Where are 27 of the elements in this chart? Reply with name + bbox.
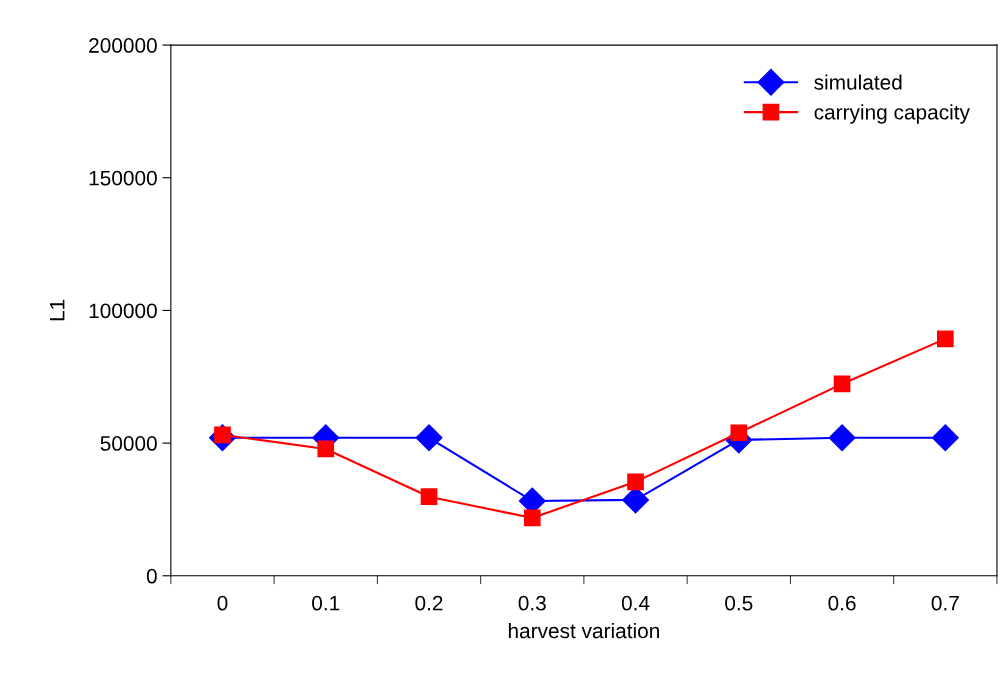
- point: [828, 424, 856, 452]
- y-tick-label: 200000: [89, 38, 157, 53]
- legend-label: carrying capacity: [814, 104, 970, 124]
- point: [415, 424, 443, 452]
- y-tick-label: 100000: [89, 303, 157, 319]
- point: [931, 424, 959, 452]
- x-tick-label: 0.6: [828, 595, 856, 611]
- y-tick-label: 0: [146, 568, 157, 584]
- y-tick-label: 150000: [89, 170, 157, 186]
- y-tick-label: 50000: [100, 436, 157, 451]
- point: [730, 424, 748, 442]
- x-tick-label: 0.4: [621, 595, 650, 611]
- x-tick-label: 0.1: [312, 595, 340, 611]
- x-tick-label: 0.7: [931, 595, 959, 611]
- x-tick-label: 0: [217, 595, 228, 611]
- point: [833, 375, 851, 393]
- point: [936, 330, 954, 348]
- point: [317, 440, 335, 458]
- point: [523, 509, 541, 527]
- legend-label: simulated: [814, 74, 902, 90]
- x-tick-label: 0.3: [518, 595, 546, 611]
- x-tick-label: 0.2: [415, 595, 443, 611]
- x-tick-label: 0.5: [725, 595, 753, 611]
- point: [627, 473, 644, 491]
- y-axis-title: L1: [50, 299, 65, 321]
- point: [420, 488, 438, 506]
- x-axis-title: harvest variation: [508, 622, 659, 639]
